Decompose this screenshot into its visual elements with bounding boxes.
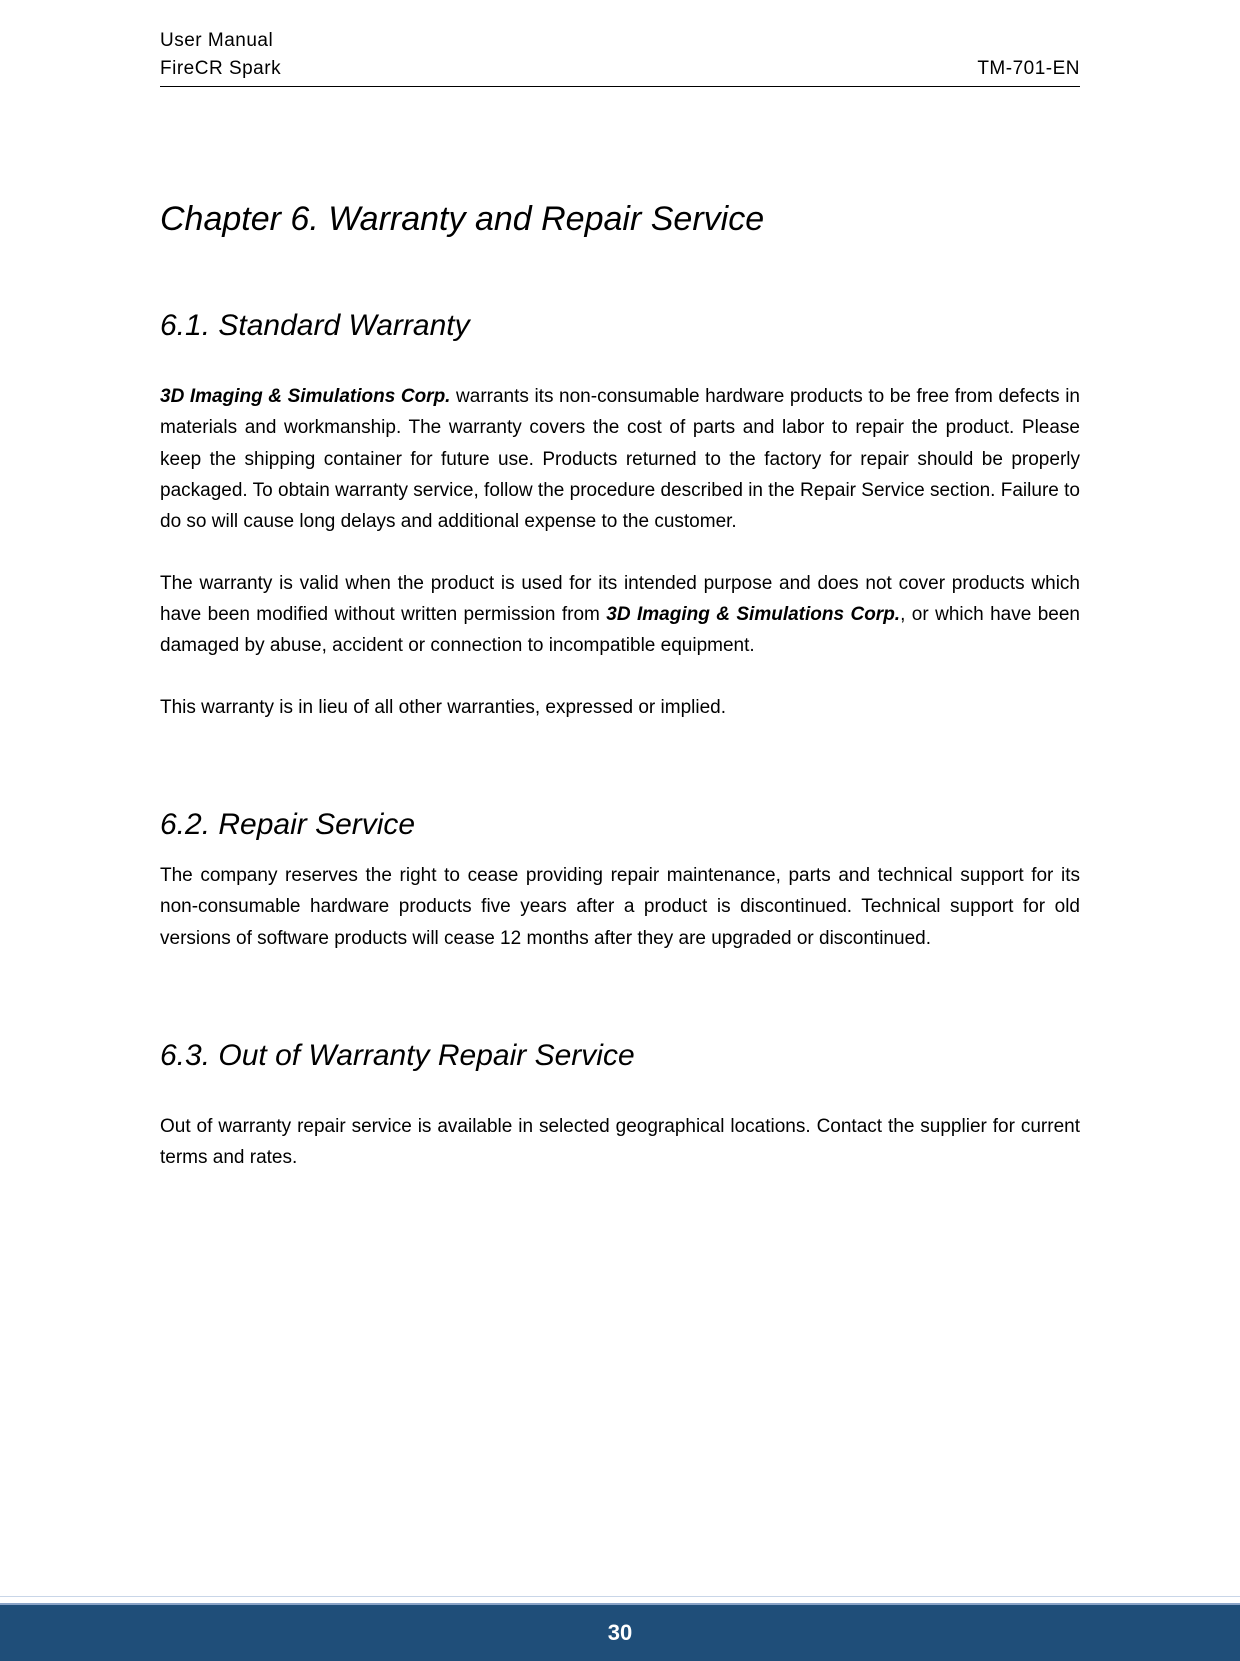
spacer bbox=[160, 984, 1080, 1039]
para-6-1-3: This warranty is in lieu of all other wa… bbox=[160, 692, 1080, 723]
spacer bbox=[160, 753, 1080, 808]
para-6-1-1-rest: warrants its non-consumable hardware pro… bbox=[160, 386, 1080, 532]
para-6-3-1: Out of warranty repair service is availa… bbox=[160, 1111, 1080, 1174]
footer-hairline bbox=[0, 1596, 1240, 1597]
bold-company-1: 3D Imaging & Simulations Corp. bbox=[160, 386, 450, 407]
header-row: FireCR Spark TM-701-EN bbox=[160, 58, 1080, 87]
section-title-6-2: 6.2. Repair Service bbox=[160, 808, 1080, 842]
doc-id: TM-701-EN bbox=[977, 58, 1080, 80]
page-header: User Manual FireCR Spark TM-701-EN bbox=[160, 30, 1080, 87]
chapter-title: Chapter 6. Warranty and Repair Service bbox=[160, 200, 1080, 239]
page-number: 30 bbox=[608, 1620, 632, 1646]
para-6-1-2: The warranty is valid when the product i… bbox=[160, 568, 1080, 662]
doc-type: User Manual bbox=[160, 30, 1080, 52]
bold-company-2: 3D Imaging & Simulations Corp. bbox=[606, 604, 900, 625]
section-title-6-1: 6.1. Standard Warranty bbox=[160, 309, 1080, 343]
document-page: User Manual FireCR Spark TM-701-EN Chapt… bbox=[0, 0, 1240, 1661]
page-content: Chapter 6. Warranty and Repair Service 6… bbox=[160, 200, 1080, 1204]
para-6-2-1: The company reserves the right to cease … bbox=[160, 860, 1080, 954]
section-title-6-3: 6.3. Out of Warranty Repair Service bbox=[160, 1039, 1080, 1073]
product-name: FireCR Spark bbox=[160, 58, 281, 80]
para-6-1-1: 3D Imaging & Simulations Corp. warrants … bbox=[160, 381, 1080, 538]
page-footer: 30 bbox=[0, 1603, 1240, 1661]
